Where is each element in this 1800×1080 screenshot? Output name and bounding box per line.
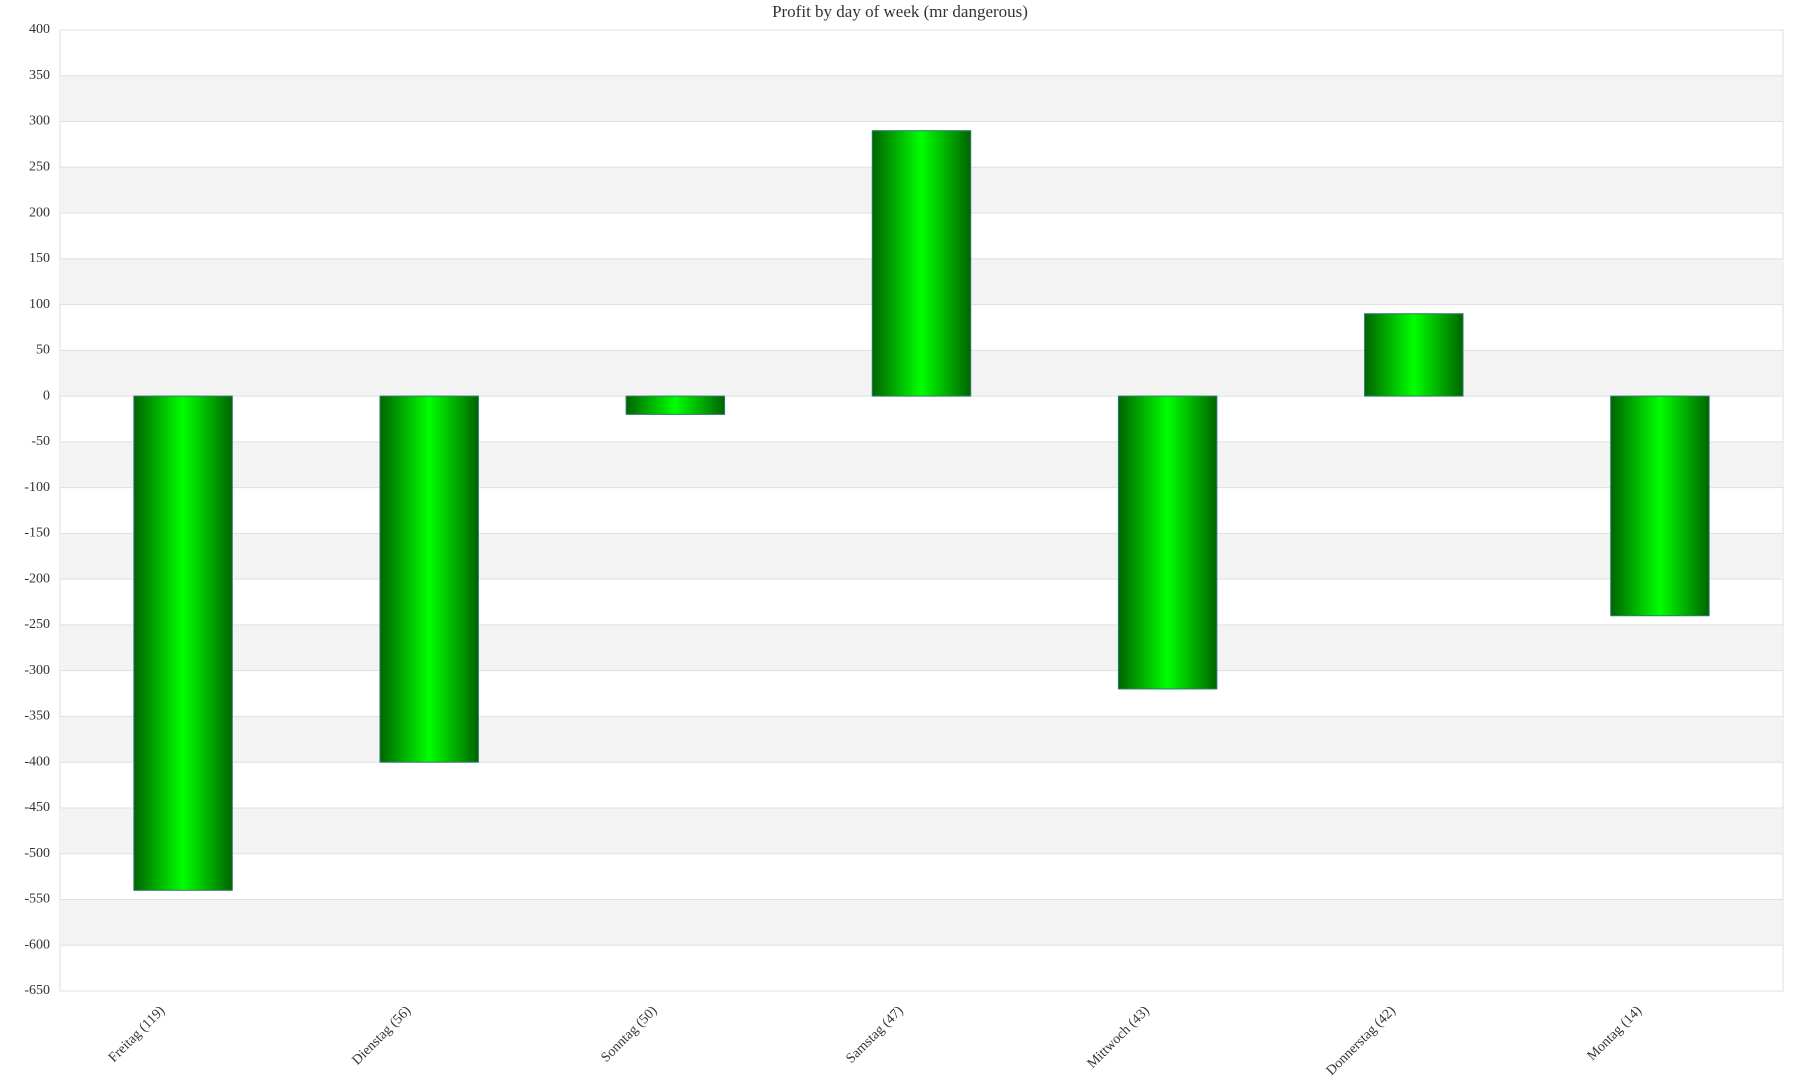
y-tick-label: -50 (31, 434, 50, 449)
y-tick-label: 50 (36, 343, 50, 358)
y-tick-label: -300 (24, 663, 50, 678)
y-tick-label: -350 (24, 709, 50, 724)
y-tick-label: -250 (24, 617, 50, 632)
bar (1117, 395, 1218, 690)
y-tick-label: -150 (24, 526, 50, 541)
y-tick-label: -200 (24, 571, 50, 586)
bar (1610, 395, 1710, 617)
grid-band (60, 807, 1783, 854)
y-tick-label: 150 (29, 251, 50, 266)
x-tick-label: Sonntag (50) (598, 1003, 660, 1065)
y-tick-label: -500 (24, 846, 50, 861)
grid-band (60, 75, 1783, 122)
y-tick-label: -600 (24, 937, 50, 952)
chart-title: Profit by day of week (mr dangerous) (772, 2, 1028, 21)
y-tick-label: -550 (24, 892, 50, 907)
grid-band (60, 624, 1783, 671)
y-tick-label: -650 (24, 983, 50, 998)
x-tick-label: Samstag (47) (843, 1003, 906, 1066)
x-tick-label: Donnerstag (42) (1324, 1003, 1399, 1078)
grid-band (60, 441, 1783, 488)
bar (133, 395, 233, 891)
y-tick-label: 100 (29, 297, 50, 312)
y-tick-label: 300 (29, 114, 50, 129)
y-tick-label: -100 (24, 480, 50, 495)
grid-band (60, 716, 1783, 763)
bar (871, 130, 972, 397)
y-tick-label: 0 (43, 388, 50, 403)
bar (625, 395, 726, 415)
y-tick-label: 400 (29, 22, 50, 37)
bar (379, 395, 479, 763)
grid-band (60, 899, 1783, 946)
x-tick-label: Montag (14) (1585, 1003, 1646, 1064)
y-tick-label: 200 (29, 205, 50, 220)
y-tick-label: -450 (24, 800, 50, 815)
x-tick-label: Dienstag (56) (350, 1003, 415, 1068)
bar (1364, 313, 1464, 397)
y-tick-label: 350 (29, 68, 50, 83)
x-tick-label: Mittwoch (43) (1085, 1003, 1153, 1071)
y-tick-label: -400 (24, 754, 50, 769)
y-tick-label: 250 (29, 160, 50, 175)
grid-band (60, 533, 1783, 580)
x-tick-label: Freitag (119) (106, 1003, 168, 1065)
